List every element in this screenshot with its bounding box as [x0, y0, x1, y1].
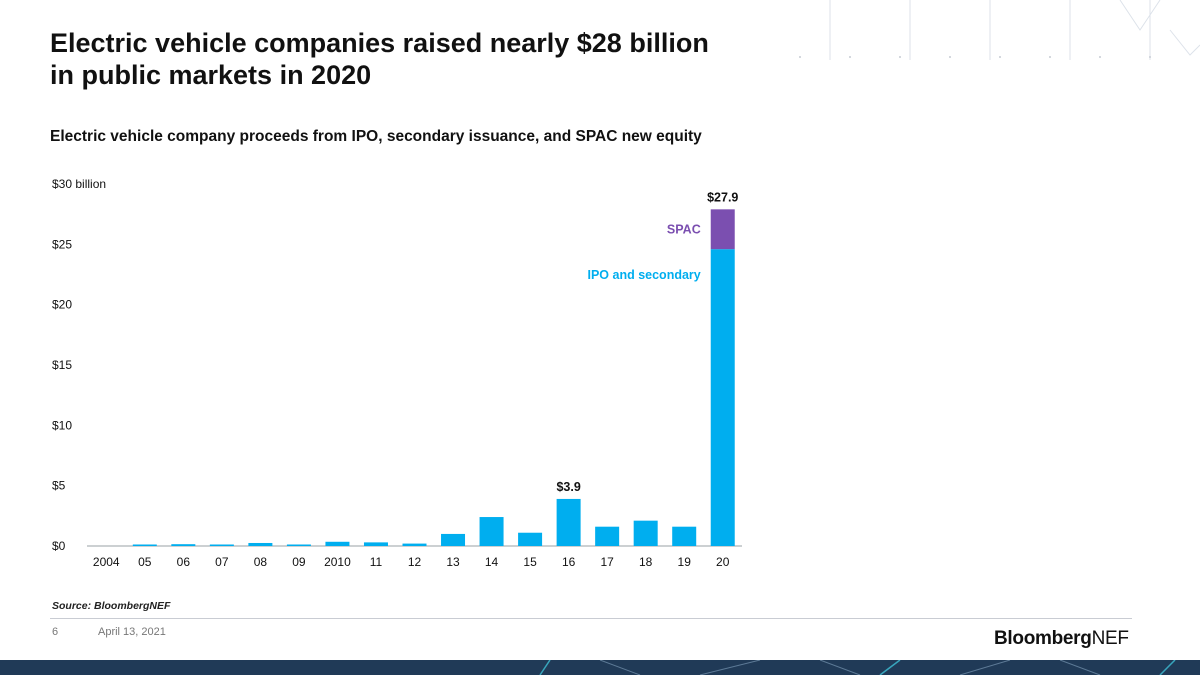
bar-ipo-secondary-12	[402, 543, 427, 546]
source-note: Source: BloombergNEF	[52, 600, 171, 612]
brand-logo: BloombergNEF	[994, 628, 1129, 650]
x-tick-label: 18	[639, 555, 653, 569]
x-tick-label: 09	[292, 555, 306, 569]
bar-ipo-secondary-16	[556, 498, 581, 546]
x-tick-label: 06	[177, 555, 191, 569]
bar-ipo-secondary-11	[363, 542, 388, 546]
chart-subtitle: Electric vehicle company proceeds from I…	[50, 128, 702, 145]
bar-ipo-secondary-14	[479, 517, 504, 546]
bar-ipo-secondary-2010	[325, 541, 350, 546]
bar-ipo-secondary-18	[633, 520, 658, 546]
page-number: 6	[52, 626, 59, 638]
bar-ipo-secondary-08	[248, 542, 273, 546]
footer-date: April 13, 2021	[98, 626, 166, 638]
x-tick-label: 05	[138, 555, 152, 569]
bar-spac-20	[710, 209, 735, 250]
data-label-16: $3.9	[556, 480, 580, 494]
x-tick-label: 08	[254, 555, 268, 569]
bar-ipo-secondary-06	[171, 544, 196, 546]
x-tick-label: 07	[215, 555, 229, 569]
bar-ipo-secondary-17	[595, 526, 620, 546]
footer-divider	[50, 618, 1132, 619]
data-label-20: $27.9	[707, 190, 738, 204]
slide-title-line-1: Electric vehicle companies raised nearly…	[50, 28, 709, 58]
y-tick-label: $15	[52, 358, 72, 372]
x-tick-label: 16	[562, 555, 576, 569]
x-tick-label: 19	[678, 555, 692, 569]
x-tick-label: 2010	[324, 555, 351, 569]
x-tick-label: 14	[485, 555, 499, 569]
y-tick-label: $0	[52, 539, 66, 553]
y-tick-label: $30 billion	[52, 177, 106, 191]
bar-ipo-secondary-20	[710, 249, 735, 546]
decorative-header-pattern	[799, 0, 1200, 60]
series-label-spac: SPAC	[667, 222, 701, 236]
brand-logo-bold: Bloomberg	[994, 628, 1092, 649]
bar-ipo-secondary-09	[286, 544, 311, 546]
bar-ipo-secondary-05	[132, 544, 157, 546]
bar-ipo-secondary-07	[209, 544, 234, 546]
right-edge-strip	[1160, 0, 1200, 675]
x-tick-label: 11	[370, 555, 383, 569]
x-tick-label: 15	[523, 555, 537, 569]
x-tick-label: 12	[408, 555, 422, 569]
slide-title: Electric vehicle companies raised nearly…	[50, 27, 709, 91]
brand-logo-light: NEF	[1091, 628, 1129, 649]
x-tick-label: 17	[600, 555, 614, 569]
y-tick-label: $10	[52, 418, 72, 432]
bar-ipo-secondary-19	[672, 526, 697, 546]
band-pattern	[539, 660, 1176, 675]
y-tick-label: $5	[52, 479, 66, 493]
x-tick-label: 20	[716, 555, 730, 569]
x-tick-label: 2004	[93, 555, 120, 569]
y-tick-label: $25	[52, 237, 72, 251]
y-tick-label: $20	[52, 298, 72, 312]
bar-ipo-secondary-15	[518, 532, 543, 546]
x-tick-label: 13	[446, 555, 460, 569]
series-label-ipo-secondary: IPO and secondary	[588, 268, 701, 282]
slide-title-line-2: in public markets in 2020	[50, 60, 372, 90]
bottom-decorative-band	[0, 660, 1200, 675]
bar-ipo-secondary-13	[441, 533, 466, 546]
